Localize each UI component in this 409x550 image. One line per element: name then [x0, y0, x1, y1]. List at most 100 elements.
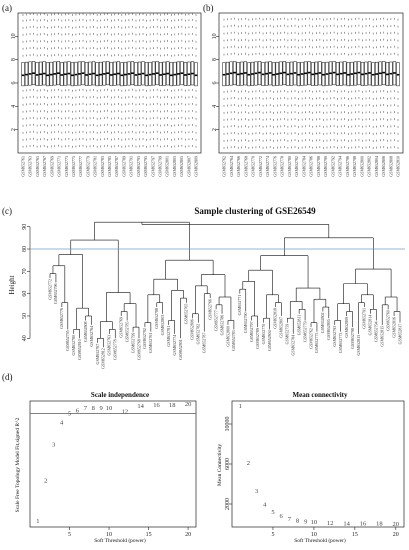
- leaf-label: GSM652786: [219, 315, 224, 336]
- panel-c-dendrogram: Sample clustering of GSE26549 Height 40 5…: [8, 206, 405, 369]
- leaf-label: GSM652792: [142, 328, 147, 349]
- leaf-label: GSM652794: [374, 321, 379, 342]
- point-label: 12: [327, 520, 334, 527]
- point-label: 18: [376, 521, 383, 528]
- point-label: 12: [122, 408, 129, 415]
- x-tick-label: 15: [352, 532, 358, 538]
- box: [84, 62, 89, 86]
- x-tick-label: GSM652795: [143, 156, 148, 177]
- leaf-label: GSM652806: [190, 319, 195, 340]
- leaf-label: GSM652793: [332, 326, 337, 347]
- x-tick-label: GSM652788: [316, 156, 321, 177]
- leaf-label: GSM652772: [47, 279, 52, 300]
- leaf-label: GSM652815: [380, 326, 385, 347]
- point-label: 9: [100, 405, 103, 412]
- y-tick-label: 50: [22, 313, 28, 319]
- x-tick-label: GSM652792: [330, 156, 335, 177]
- box: [46, 62, 50, 87]
- y-tick-label: 6: [11, 82, 17, 85]
- leaf-label: GSM652789: [255, 328, 260, 349]
- x-tick-label: GSM652786: [309, 156, 314, 177]
- point-label: 8: [296, 517, 299, 524]
- point-label: 10: [106, 405, 113, 412]
- leaf-label: GSM652807: [279, 317, 284, 338]
- x-tick-label: GSM652761: [21, 156, 26, 177]
- leaf-label: GSM652788: [154, 308, 159, 329]
- y-tick-label: 2000: [225, 498, 231, 510]
- x-tick-label: GSM652784: [301, 156, 306, 177]
- x-tick-label: GSM652779: [85, 156, 90, 177]
- y-tick-label: 6: [212, 82, 218, 85]
- panel-label-a: (a): [2, 3, 12, 13]
- box: [183, 62, 188, 86]
- point-label: 5: [68, 410, 71, 417]
- leaf-label: GSM652760: [385, 310, 390, 331]
- y-tick-label: 6000: [225, 458, 231, 470]
- panel-label-c: (c): [2, 206, 12, 216]
- leaf-label: GSM652813: [356, 335, 361, 356]
- leaf-label: GSM652803: [160, 315, 165, 336]
- x-tick-label: GSM652805: [179, 156, 184, 177]
- point-label: 2: [247, 460, 250, 467]
- leaf-label: GSM652814: [368, 315, 373, 336]
- leaf-label: GSM652773: [338, 333, 343, 354]
- leaf-label: GSM652810: [77, 339, 82, 360]
- point-label: 4: [60, 420, 64, 427]
- y-tick-label: 70: [22, 268, 28, 274]
- panel-label-b: (b): [203, 3, 214, 13]
- leaf-label: GSM652797: [249, 321, 254, 342]
- box: [194, 62, 198, 87]
- x-tick-label: GSM652801: [165, 156, 170, 177]
- leaf-label: GSM652776: [59, 308, 64, 329]
- point-label: 14: [137, 403, 144, 410]
- y-tick-label: 10: [11, 33, 17, 39]
- leaf-label: GSM652816: [391, 317, 396, 338]
- leaf-label: GSM652800: [225, 326, 230, 347]
- x-tick-label: GSM652765: [35, 156, 40, 177]
- y-tick-label: 60: [22, 291, 28, 297]
- point-label: 6: [280, 513, 284, 520]
- x-tick-label: GSM652764: [229, 156, 234, 177]
- y-tick-label: 90: [22, 224, 28, 230]
- leaf-label: GSM652783: [231, 330, 236, 351]
- leaf-label: GSM652759: [285, 324, 290, 345]
- leaf-label: GSM652785: [124, 321, 129, 342]
- leaf-label: GSM652761: [148, 333, 153, 354]
- leaf-label: GSM652781: [166, 326, 171, 347]
- x-tick-label: GSM652772: [258, 156, 263, 177]
- plot-frame: [231, 400, 405, 528]
- y-tick-label: 8: [212, 58, 218, 61]
- y-tick-label: 80: [22, 246, 28, 252]
- box: [60, 62, 64, 86]
- panel-d2-mean-connectivity: Mean connectivity Soft Threshold (power)…: [217, 391, 405, 544]
- leaf-label: GSM652808: [83, 321, 88, 342]
- point-label: 9: [304, 518, 307, 525]
- x-tick-label: GSM652770: [251, 156, 256, 177]
- point-label: 6: [76, 407, 80, 414]
- leaf-label: GSM652777: [213, 310, 218, 331]
- leaf-label: GSM652771: [237, 295, 242, 316]
- x-tick-label: GSM652796: [345, 156, 350, 177]
- plot-frame: [29, 400, 197, 528]
- x-tick-label: GSM652782: [294, 156, 299, 177]
- x-tick-label: GSM652793: [136, 156, 141, 177]
- y-tick-label: 10: [212, 33, 218, 39]
- leaf-label: GSM652767: [95, 344, 100, 365]
- x-tick-label: 5: [271, 532, 274, 538]
- leaf-label: GSM652769: [118, 317, 123, 338]
- x-tick-label: GSM652802: [367, 156, 372, 177]
- x-tick-label: GSM652762: [222, 156, 227, 177]
- point-label: 7: [84, 405, 88, 412]
- leaf-label: GSM652796: [53, 284, 58, 305]
- point-label: 10: [311, 519, 318, 526]
- x-tick-label: GSM652789: [121, 156, 126, 177]
- x-tick-label: GSM652771: [57, 156, 62, 177]
- x-tick-label: 10: [311, 532, 317, 538]
- box: [159, 62, 163, 86]
- leaf-label: GSM652782: [196, 324, 201, 345]
- leaf-label: GSM652762: [308, 328, 313, 349]
- x-tick-label: GSM652810: [396, 156, 401, 177]
- x-tick-label: GSM652797: [150, 156, 155, 177]
